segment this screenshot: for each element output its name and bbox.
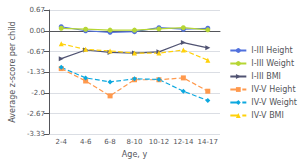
svg-text:Age, y: Age, y — [122, 150, 148, 159]
svg-text:-1.33: -1.33 — [27, 68, 45, 76]
svg-text:8-10: 8-10 — [127, 138, 143, 146]
svg-text:-3.33: -3.33 — [27, 130, 45, 138]
svg-text:I-III Weight: I-III Weight — [251, 59, 294, 68]
svg-text:6-8: 6-8 — [104, 138, 115, 146]
svg-text:IV-V Weight: IV-V Weight — [251, 98, 297, 107]
svg-text:0.67: 0.67 — [29, 6, 45, 14]
svg-text:2-4: 2-4 — [56, 138, 68, 146]
svg-text:0.00: 0.00 — [29, 27, 45, 35]
svg-text:10-12: 10-12 — [149, 138, 169, 146]
svg-text:IV-V Height: IV-V Height — [251, 85, 295, 94]
svg-text:I-III BMI: I-III BMI — [251, 72, 281, 81]
svg-text:14-17: 14-17 — [198, 138, 218, 146]
svg-text:I-III Height: I-III Height — [251, 46, 292, 55]
svg-text:Average z-score per child: Average z-score per child — [8, 21, 17, 122]
svg-text:-0.67: -0.67 — [27, 48, 45, 56]
svg-text:-2.0: -2.0 — [31, 89, 45, 97]
svg-text:4-6: 4-6 — [80, 138, 92, 146]
svg-text:-2.67: -2.67 — [27, 110, 45, 118]
svg-text:IV-V BMI: IV-V BMI — [251, 111, 284, 120]
svg-text:12-14: 12-14 — [173, 138, 194, 146]
